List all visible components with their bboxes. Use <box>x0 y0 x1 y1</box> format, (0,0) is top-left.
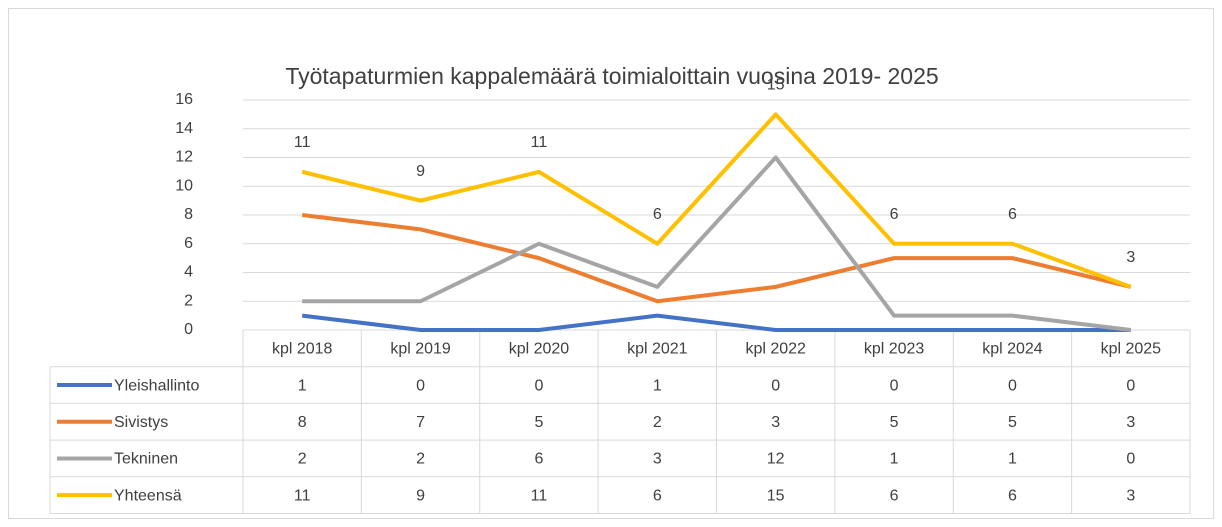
x-tick-label: kpl 2020 <box>509 341 570 358</box>
x-tick-label: kpl 2019 <box>390 341 451 358</box>
legend-label: Tekninen <box>114 451 178 468</box>
y-tick-label: 2 <box>184 292 193 309</box>
table-cell: 1 <box>1008 451 1017 468</box>
x-tick-label: kpl 2022 <box>745 341 806 358</box>
x-tick-label: kpl 2018 <box>272 341 333 358</box>
y-tick-label: 14 <box>175 120 193 137</box>
table-cell: 6 <box>534 451 543 468</box>
table-cell: 1 <box>298 377 307 394</box>
table-cell: 3 <box>653 451 662 468</box>
table-cell: 0 <box>1126 377 1135 394</box>
data-label: 11 <box>531 134 548 151</box>
legend-label: Sivistys <box>114 414 168 431</box>
table-cell: 3 <box>1126 487 1135 504</box>
table-cell: 2 <box>416 451 425 468</box>
series-line <box>301 213 1132 304</box>
table-cell: 5 <box>534 414 543 431</box>
series-line <box>302 155 1132 332</box>
data-label: 6 <box>653 206 662 223</box>
table-cell: 0 <box>890 377 899 394</box>
table-cell: 6 <box>890 487 899 504</box>
table-cell: 1 <box>653 377 662 394</box>
table-cell: 1 <box>890 451 899 468</box>
table-cell: 0 <box>416 377 425 394</box>
table-cell: 5 <box>890 414 899 431</box>
data-label: 15 <box>767 77 785 94</box>
x-tick-label: kpl 2025 <box>1101 341 1162 358</box>
table-cell: 12 <box>767 451 785 468</box>
table-cell: 11 <box>294 487 311 504</box>
table-cell: 2 <box>653 414 662 431</box>
x-tick-label: kpl 2024 <box>982 341 1043 358</box>
table-cell: 0 <box>1126 451 1135 468</box>
data-label: 9 <box>416 163 425 180</box>
table-cell: 6 <box>1008 487 1017 504</box>
series-line <box>301 313 1131 332</box>
y-tick-label: 12 <box>175 149 193 166</box>
y-tick-label: 4 <box>184 264 193 281</box>
data-label: 11 <box>294 134 311 151</box>
series-line <box>301 112 1132 289</box>
table-cell: 0 <box>771 377 780 394</box>
data-label: 6 <box>890 206 899 223</box>
table-cell: 6 <box>653 487 662 504</box>
legend-label: Yhteensä <box>114 487 182 504</box>
table-cell: 11 <box>531 487 548 504</box>
table-cell: 9 <box>416 487 425 504</box>
table-cell: 0 <box>1008 377 1017 394</box>
x-tick-label: kpl 2023 <box>864 341 925 358</box>
y-tick-label: 0 <box>184 321 193 338</box>
table-cell: 15 <box>767 487 785 504</box>
y-tick-label: 8 <box>184 206 193 223</box>
y-tick-label: 6 <box>184 235 193 252</box>
data-label: 3 <box>1126 249 1135 266</box>
chart-border <box>8 8 1214 519</box>
table-cell: 8 <box>298 414 307 431</box>
table-cell: 5 <box>1008 414 1017 431</box>
table-cell: 3 <box>771 414 780 431</box>
table-cell: 3 <box>1126 414 1135 431</box>
y-tick-label: 10 <box>175 177 193 194</box>
table-cell: 2 <box>298 451 307 468</box>
data-label: 6 <box>1008 206 1017 223</box>
table-cell: 7 <box>416 414 425 431</box>
legend-label: Yleishallinto <box>114 377 199 394</box>
y-tick-label: 16 <box>175 91 193 108</box>
table-cell: 0 <box>534 377 543 394</box>
x-tick-label: kpl 2021 <box>627 341 688 358</box>
chart-title: Työtapaturmien kappalemäärä toimialoitta… <box>285 63 938 89</box>
